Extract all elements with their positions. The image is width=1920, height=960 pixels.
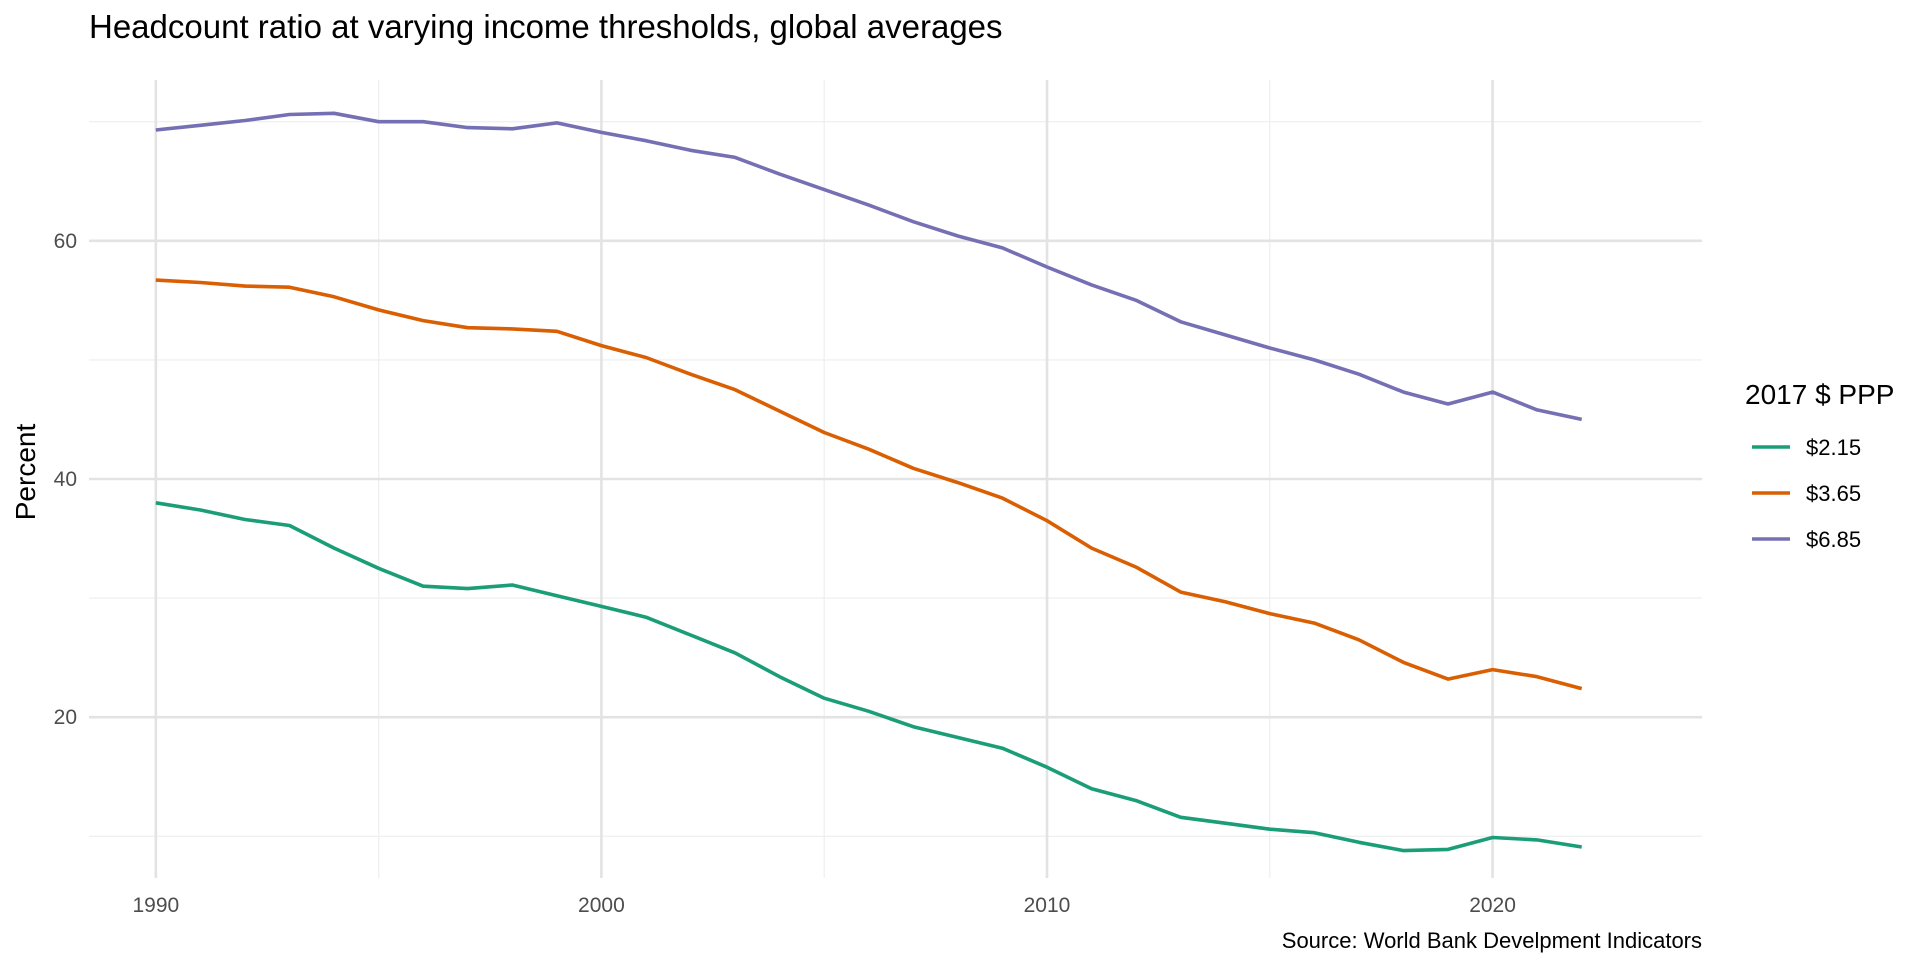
legend-key-label: $2.15 [1806,435,1861,460]
x-tick-label: 2010 [1024,894,1071,917]
chart-title: Headcount ratio at varying income thresh… [89,8,1003,45]
y-tick-label: 20 [54,706,77,729]
legend: 2017 $ PPP $2.15 $3.65 $6.85 [1745,379,1894,552]
y-tick-label: 40 [54,468,77,491]
x-tick-label: 1990 [132,894,179,917]
axis-ticks: 20 40 60 1990 2000 2010 2020 [54,230,1516,917]
legend-key-label: $3.65 [1806,481,1861,506]
series-line--2-15 [155,501,1582,853]
x-tick-label: 2000 [578,894,625,917]
series-line--6-85 [155,111,1583,422]
series-lines [155,111,1583,853]
y-axis-label: Percent [10,424,41,521]
source-caption: Source: World Bank Develpment Indicators [1282,928,1702,953]
x-tick-label: 2020 [1469,894,1516,917]
series-line--3-65 [155,278,1583,691]
legend-key-label: $6.85 [1806,527,1861,552]
grid [89,80,1702,878]
y-tick-label: 60 [54,230,77,253]
legend-title: 2017 $ PPP [1745,379,1894,410]
